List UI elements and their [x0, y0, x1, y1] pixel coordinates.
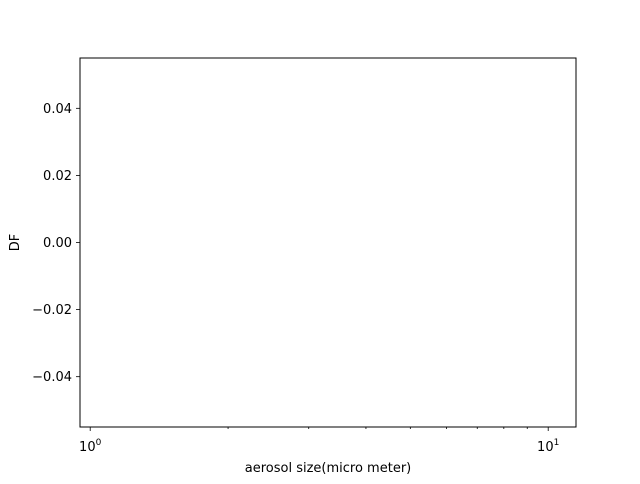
x-axis-label: aerosol size(micro meter) — [245, 461, 411, 476]
x-tick-label: 101 — [537, 438, 559, 455]
x-tick-label-base: 10 — [537, 440, 554, 455]
y-tick-label: −0.04 — [32, 370, 72, 385]
y-tick-label: 0.04 — [43, 102, 72, 117]
y-tick-label: 0.00 — [43, 236, 72, 251]
x-tick-label: 100 — [79, 438, 102, 455]
x-tick-label-base: 10 — [79, 440, 96, 455]
x-tick-label-exponent: 0 — [96, 438, 102, 448]
y-axis-label: DF — [8, 234, 23, 252]
x-tick-label-exponent: 1 — [554, 438, 560, 448]
plot-area — [80, 58, 576, 427]
y-tick-label: −0.02 — [32, 303, 72, 318]
axes-frame — [79, 57, 577, 428]
y-tick-label: 0.02 — [43, 169, 72, 184]
